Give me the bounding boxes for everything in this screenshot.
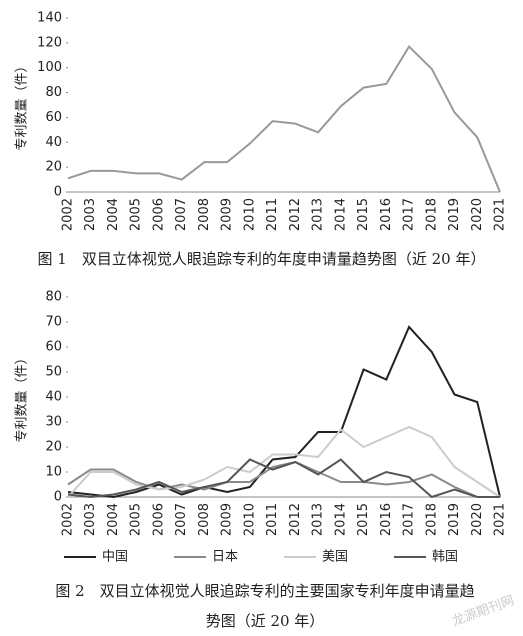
x-tick-label: 2013 [311, 503, 326, 536]
x-tick-label: 2012 [288, 198, 303, 231]
x-tick-label: 2020 [470, 198, 485, 231]
x-tick-label: 2002 [61, 503, 76, 536]
y-tick-label: 80 [45, 85, 62, 100]
x-tick-label: 2016 [379, 503, 394, 536]
x-tick-label: 2014 [333, 198, 348, 231]
x-tick-label: 2009 [220, 503, 235, 536]
x-tick-label: 2009 [220, 198, 235, 231]
data-line [67, 460, 500, 498]
x-tick-label: 2007 [174, 503, 189, 536]
legend-label: 中国 [102, 550, 128, 565]
x-tick-label: 2006 [151, 503, 166, 536]
x-tick-label: 2010 [242, 503, 257, 536]
y-tick-label: 80 [45, 290, 62, 305]
x-tick-label: 2004 [106, 198, 121, 231]
y-tick-label: 60 [45, 110, 62, 125]
x-tick-label: 2012 [288, 503, 303, 536]
x-tick-label: 2013 [311, 198, 326, 231]
y-tick-label: 20 [45, 440, 62, 455]
x-tick-label: 2017 [402, 198, 417, 231]
x-tick-label: 2021 [493, 503, 508, 536]
x-tick-label: 2007 [174, 198, 189, 231]
data-line [67, 425, 501, 498]
data-line [67, 325, 501, 499]
figure-caption: 图 1 双目立体视觉人眼追踪专利的年度申请量趋势图（近 20 年） [37, 250, 486, 268]
x-tick-label: 2018 [424, 198, 439, 231]
y-tick-label: 30 [45, 415, 62, 430]
x-tick-label: 2015 [356, 503, 371, 536]
x-tick-label: 2015 [356, 198, 371, 231]
y-tick-label: 0 [54, 490, 62, 505]
x-tick-label: 2018 [424, 503, 439, 536]
data-line [67, 44, 501, 193]
x-tick-label: 2019 [447, 503, 462, 536]
y-tick-label: 140 [37, 11, 62, 26]
x-tick-label: 2014 [333, 503, 348, 536]
y-tick-label: 20 [45, 160, 62, 175]
x-tick-label: 2003 [83, 198, 98, 231]
x-tick-label: 2008 [197, 503, 212, 536]
legend-label: 美国 [322, 550, 348, 565]
y-tick-label: 40 [45, 135, 62, 150]
y-tick-label: 100 [37, 60, 62, 75]
x-tick-label: 2005 [129, 198, 144, 231]
y-tick-label: 60 [45, 340, 62, 355]
y-axis-title: 专利数量（件） [15, 59, 30, 150]
x-tick-label: 2002 [61, 198, 76, 231]
x-tick-label: 2020 [470, 503, 485, 536]
y-tick-label: 10 [45, 465, 62, 480]
y-tick-label: 0 [54, 185, 62, 200]
x-tick-label: 2003 [83, 503, 98, 536]
y-tick-label: 50 [45, 365, 62, 380]
x-tick-label: 2017 [402, 503, 417, 536]
x-tick-label: 2005 [129, 503, 144, 536]
figure-caption: 图 2 双目立体视觉人眼追踪专利的主要国家专利年度申请量趋势图（近 20 年） [55, 582, 475, 630]
y-tick-label: 70 [45, 315, 62, 330]
data-line [67, 458, 500, 499]
x-tick-label: 2008 [197, 198, 212, 231]
legend-label: 日本 [212, 550, 238, 565]
x-tick-label: 2004 [106, 503, 121, 536]
x-tick-label: 2019 [447, 198, 462, 231]
x-tick-label: 2006 [151, 198, 166, 231]
x-tick-label: 2016 [379, 198, 394, 231]
y-axis-title: 专利数量（件） [15, 351, 30, 442]
x-tick-label: 2011 [265, 503, 280, 536]
y-tick-label: 120 [37, 35, 62, 50]
x-tick-label: 2021 [493, 198, 508, 231]
legend-label: 韩国 [432, 550, 458, 565]
y-tick-label: 40 [45, 390, 62, 405]
x-tick-label: 2011 [265, 198, 280, 231]
x-tick-label: 2010 [242, 198, 257, 231]
